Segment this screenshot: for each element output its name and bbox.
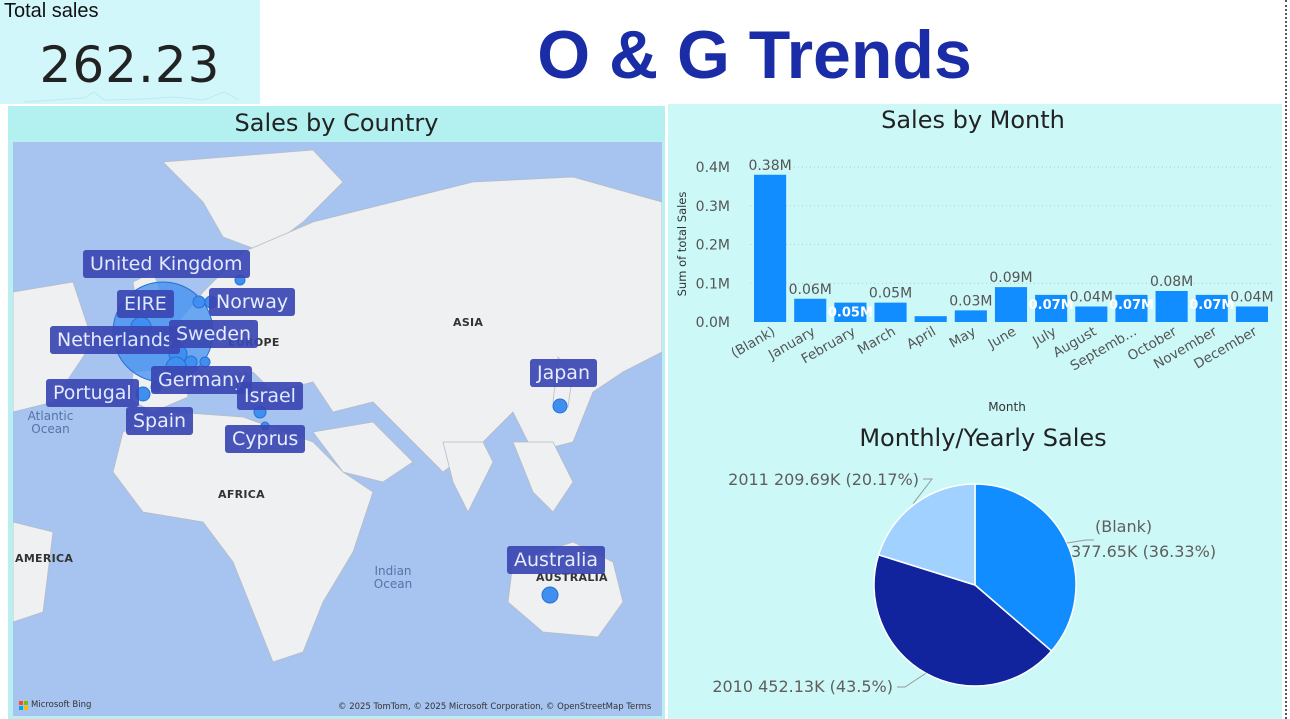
bar-data-label: 0.05M [828,306,873,321]
bar[interactable] [1075,306,1108,323]
y-tick-label: 0.2M [696,238,730,254]
pie-label: (Blank) [1095,517,1152,536]
bar[interactable] [954,310,987,322]
bar-data-label: 0.09M [989,270,1032,286]
land-south-america [13,521,54,623]
pie-slice[interactable] [873,553,1053,687]
bar[interactable] [914,316,947,322]
bar-chart-title: Sales by Month [881,106,1065,134]
y-tick-label: 0.4M [696,160,730,176]
country-label-australia[interactable]: Australia [507,546,606,574]
bing-logo: Microsoft Bing [19,700,91,710]
country-label-netherlands[interactable]: Netherlands [50,326,180,354]
region-label-asia: ASIA [453,316,484,329]
bubble-japan [552,398,568,414]
y-tick-label: 0.1M [696,276,730,292]
bar-data-label: 0.08M [1150,274,1193,290]
land-arabia [312,421,414,483]
ocean-label-indian: Indian Ocean [373,564,413,591]
charts-panel: Sales by Month 0.0M 0.1M 0.2M 0.3M 0.4M Sum o… [668,104,1282,719]
bar[interactable] [994,287,1028,322]
pie-leader-line [912,478,934,504]
bar[interactable] [834,302,867,322]
land-india [442,441,494,513]
pie-label: 2010 452.13K (43.5%) [712,677,893,696]
region-label-africa: AFRICA [218,488,265,501]
pie-label: 377.65K (36.33%) [1071,542,1216,561]
x-tick-label: March [855,324,899,358]
country-label-spain[interactable]: Spain [126,407,194,435]
bar[interactable] [1195,294,1228,322]
country-label-japan[interactable]: Japan [530,359,597,387]
page-border [1285,0,1287,719]
country-label-norway[interactable]: Norway [209,288,296,316]
bar-data-label: 0.38M [748,158,791,174]
map-bubbles [112,274,568,604]
region-label-australia: AUSTRALIA [536,571,608,584]
pie-chart-title: Monthly/Yearly Sales [859,424,1107,452]
monthly-yearly-sales-chart[interactable]: (Blank) 377.65K (36.33%) 2010 452.13K (43.… [668,439,1282,719]
total-sales-label: Total sales [4,0,99,22]
pie-leader-line [1066,539,1094,544]
region-label-america: AMERICA [15,552,74,565]
x-tick-label: April [904,324,939,353]
bar[interactable] [794,298,827,322]
country-label-eire[interactable]: EIRE [117,290,174,318]
country-label-united-kingdom[interactable]: United Kingdom [83,250,250,278]
bar[interactable] [1155,291,1188,322]
bar[interactable] [874,302,907,322]
bubble-norway [192,295,206,309]
total-sales-value: 262.23 [39,36,221,94]
bar-data-label: 0.07M [1189,298,1234,313]
sales-by-country-visual[interactable]: Sales by Country [8,106,665,719]
land-se-asia [512,441,574,513]
country-label-israel[interactable]: Israel [237,382,303,410]
x-tick-label: May [947,324,979,352]
country-label-portugal[interactable]: Portugal [46,379,139,407]
country-label-sweden[interactable]: Sweden [169,320,259,348]
bar-data-label: 0.06M [789,282,832,298]
sparkline-watermark [24,91,240,103]
x-tick-label: June [985,324,1019,353]
y-axis-title: Sum of total Sales [675,192,689,297]
bubble-australia [541,586,559,604]
pie-label: 2011 209.69K (20.17%) [728,470,919,489]
y-tick-label: 0.3M [696,199,730,215]
bar-data-label: 0.07M [1109,298,1154,313]
bar-data-label: 0.07M [1029,298,1074,313]
report-title: O & G Trends [537,17,972,93]
bar-data-label: 0.04M [1230,290,1273,306]
map-title: Sales by Country [8,106,665,140]
country-label-cyprus[interactable]: Cyprus [225,425,306,453]
bar[interactable] [1235,306,1268,323]
x-axis-title: Month [988,400,1026,414]
map-provider: Microsoft Bing [31,700,92,710]
total-sales-card[interactable]: Total sales 262.23 [0,0,260,104]
bar[interactable] [1035,294,1068,322]
land-eurasia [177,176,662,473]
bar-data-label: 0.04M [1070,290,1113,306]
pie-slice[interactable] [877,483,976,587]
microsoft-logo-icon [19,700,28,710]
sales-by-month-chart[interactable]: 0.0M 0.1M 0.2M 0.3M 0.4M Sum of total Sales Mo… [668,104,1282,424]
bar[interactable] [754,174,787,322]
bar[interactable] [1115,294,1148,322]
bar-data-label: 0.05M [869,286,912,302]
country-label-germany[interactable]: Germany [151,366,253,394]
map-canvas[interactable]: ASIA EUROPE AFRICA AMERICA AUSTRALIA Atl… [13,142,662,716]
pie-leader-line [897,672,927,688]
ocean-label-atlantic: Atlantic Ocean [27,409,74,436]
pie-slice[interactable] [974,483,1077,653]
y-tick-label: 0.0M [696,315,730,331]
bar-data-label: 0.03M [949,293,992,309]
map-attribution[interactable]: © 2025 TomTom, © 2025 Microsoft Corporat… [338,702,652,712]
